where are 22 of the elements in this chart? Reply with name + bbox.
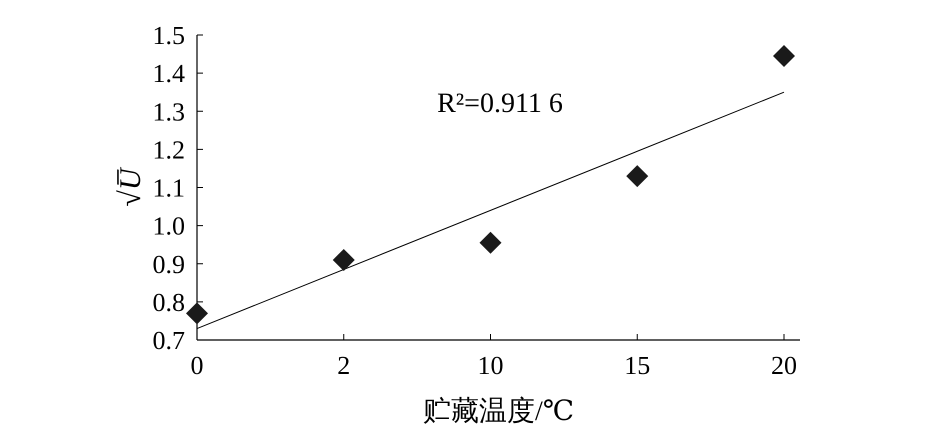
x-axis-title: 贮藏温度/℃	[422, 396, 574, 427]
y-tick-label: 1.0	[152, 212, 185, 241]
point	[480, 232, 502, 254]
x-tick-label: 0	[190, 351, 204, 380]
y-tick-label: 1.3	[152, 97, 185, 126]
x-tick-label: 15	[624, 351, 650, 380]
point	[332, 248, 355, 271]
annotation: R²=0.911 6	[437, 88, 563, 119]
x-tick-label: 2	[337, 351, 350, 380]
y-tick-label: 1.1	[152, 174, 185, 202]
y-tick-label: 0.9	[152, 250, 185, 279]
y-axis-title: √U̅	[114, 166, 147, 207]
y-tick-label: 1.4	[152, 59, 185, 88]
point	[626, 165, 648, 188]
point	[186, 302, 208, 324]
x-tick-label: 10	[478, 351, 504, 380]
y-tick-label: 0.7	[152, 326, 185, 355]
y-tick-label: 1.2	[152, 135, 185, 164]
x-tick-label: 20	[771, 351, 797, 380]
y-tick-label: 1.5	[152, 21, 185, 50]
y-tick-label: 0.8	[152, 288, 185, 317]
point	[773, 44, 795, 67]
